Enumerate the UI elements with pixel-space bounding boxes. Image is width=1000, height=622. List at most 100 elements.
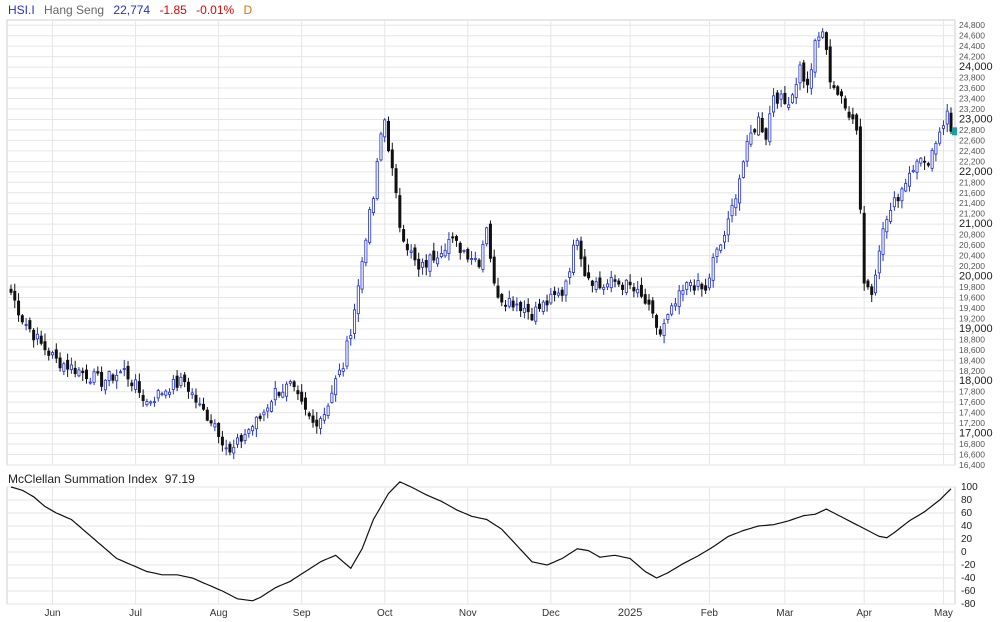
candle-body (360, 261, 364, 290)
candle-body (907, 172, 911, 187)
candle-body (251, 426, 255, 432)
candle-body (666, 314, 670, 321)
candle-body (873, 274, 877, 294)
candle-body (564, 280, 568, 296)
candle-body (779, 93, 783, 100)
candle-body (806, 78, 810, 86)
candle-body (836, 86, 840, 95)
candle-body (454, 236, 458, 241)
candle-body (485, 227, 489, 245)
candle-body (262, 411, 266, 416)
candle-body (919, 157, 923, 164)
candle-body (205, 409, 209, 421)
candle-body (662, 323, 666, 336)
indicator-name: McClellan Summation Index (8, 472, 158, 486)
candle-body (285, 383, 289, 397)
candle-body (420, 261, 424, 268)
price-tick-label: 22,600 (959, 135, 985, 145)
indicator-tick-label: 0 (961, 547, 967, 558)
candle-body (232, 446, 236, 454)
candle-body (685, 282, 689, 290)
candle-body (130, 382, 134, 387)
candle-body (707, 277, 711, 289)
candle-body (579, 240, 583, 260)
price-tick-label: 18,800 (959, 334, 985, 344)
symbol-label[interactable]: HSI.I (8, 3, 35, 17)
candle-body (43, 341, 47, 351)
candle-body (809, 69, 813, 89)
candle-body (160, 393, 164, 396)
candle-body (798, 64, 802, 84)
candle-body (636, 288, 640, 294)
price-tick-label: 18,400 (959, 355, 985, 365)
candle-body (145, 401, 149, 406)
candle-body (692, 285, 696, 291)
indicator-tick-label: -60 (961, 586, 976, 597)
price-tick-label: 23,800 (959, 73, 985, 83)
candle-body (224, 447, 228, 450)
candle-body (258, 415, 262, 419)
candle-body (787, 104, 791, 108)
x-tick-label: Oct (377, 608, 393, 619)
candle-body (409, 250, 413, 253)
last-price-marker (952, 127, 957, 136)
candle-body (236, 437, 240, 445)
candle-body (439, 253, 443, 257)
candle-body (341, 368, 345, 372)
candle-body (62, 363, 66, 372)
candle-body (541, 301, 545, 312)
price-tick-label: 20,800 (959, 230, 985, 240)
candle-body (896, 197, 900, 202)
x-tick-label: Jun (44, 608, 60, 619)
candle-body (745, 141, 749, 162)
candle-body (281, 391, 285, 398)
candle-body (152, 401, 156, 404)
candle-body (141, 395, 145, 401)
candle-body (621, 284, 625, 290)
candle-body (28, 320, 32, 330)
candle-body (58, 357, 62, 369)
candle-body (164, 390, 168, 396)
candle-body (632, 287, 636, 292)
candle-body (451, 236, 455, 239)
price-tick-label: 17,000 (959, 428, 993, 440)
candle-body (17, 300, 21, 316)
candle-body (575, 239, 579, 247)
candle-body (73, 367, 77, 375)
price-tick-label: 19,200 (959, 313, 985, 323)
price-tick-label: 16,600 (959, 450, 985, 460)
price-tick-label: 19,800 (959, 282, 985, 292)
candle-body (617, 280, 621, 285)
price-tick-label: 21,200 (959, 209, 985, 219)
candle-body (643, 294, 647, 304)
candle-body (322, 414, 326, 421)
candle-body (726, 218, 730, 236)
candle-body (711, 257, 715, 281)
price-tick-label: 24,400 (959, 41, 985, 51)
candle-body (715, 248, 719, 257)
candle-body (171, 378, 175, 390)
price-tick-label: 18,600 (959, 345, 985, 355)
candle-body (772, 95, 776, 113)
price-tick-label: 24,200 (959, 52, 985, 62)
candle-body (254, 416, 258, 430)
candle-body (492, 256, 496, 284)
candle-body (722, 235, 726, 243)
candle-body (647, 299, 651, 305)
period-label[interactable]: D (243, 3, 253, 17)
price-tick-label: 20,000 (959, 271, 993, 283)
candle-body (179, 376, 183, 386)
candle-body (368, 209, 372, 243)
candle-body (383, 119, 387, 138)
candle-body (92, 371, 96, 383)
indicator-tick-label: -80 (961, 599, 976, 610)
instrument-name: Hang Seng (44, 3, 105, 17)
indicator-tick-label: 100 (961, 482, 978, 493)
candle-body (628, 281, 632, 286)
candle-body (81, 370, 85, 374)
candle-body (568, 271, 572, 278)
candle-body (402, 229, 406, 242)
candle-body (194, 394, 198, 403)
price-tick-label: 20,600 (959, 240, 985, 250)
